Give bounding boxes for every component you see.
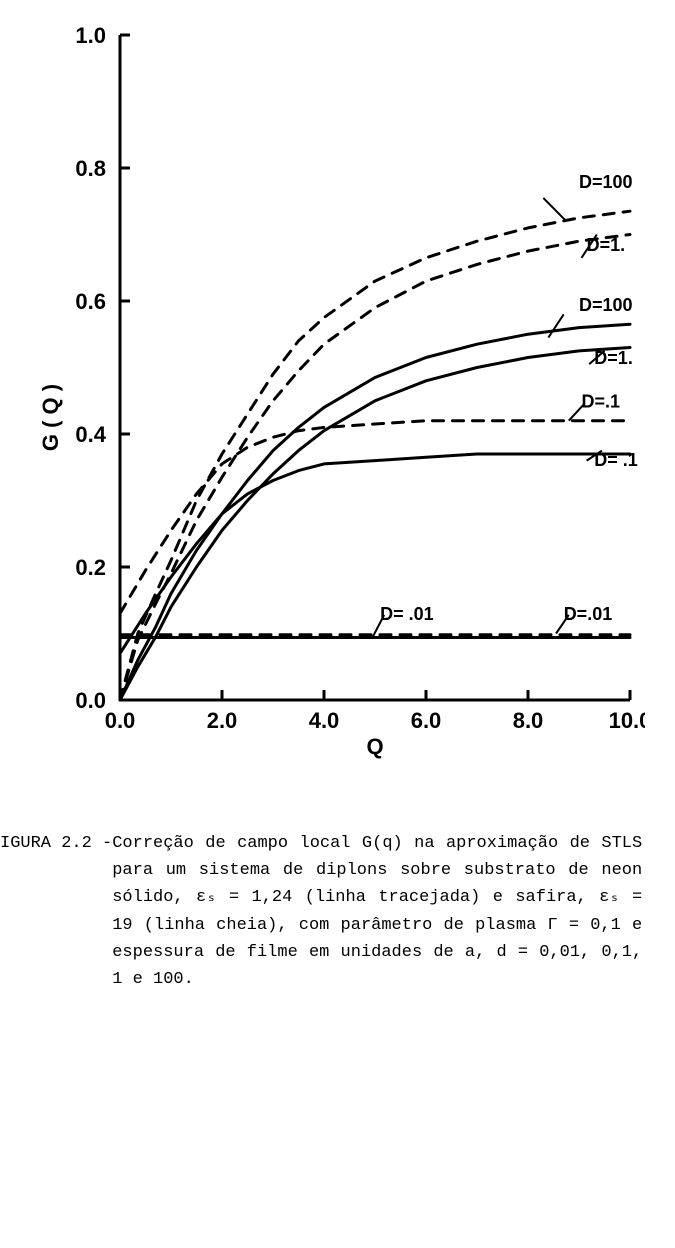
y-tick-label: 0.4 — [75, 422, 106, 447]
y-tick-label: 0.6 — [75, 289, 106, 314]
chart-svg: 0.0 2.0 4.0 6.0 8.0 10.0 Q 0.0 0.2 0.4 0.6 0.8 1.0 G … — [30, 20, 645, 760]
x-tick-label: 4.0 — [309, 708, 340, 733]
x-tick-label: 2.0 — [207, 708, 238, 733]
series-solid_D01 — [120, 454, 630, 654]
x-tick-label: 6.0 — [411, 708, 442, 733]
series-solid_D100 — [120, 324, 630, 700]
series-dashed_D100 — [120, 211, 630, 700]
x-axis-label: Q — [366, 734, 383, 759]
series-label-solid_D001: D= .01 — [380, 604, 434, 624]
caption-body: Correção de campo local G(q) na aproxima… — [112, 830, 642, 993]
leader-line — [548, 314, 563, 337]
chart-container: 0.0 2.0 4.0 6.0 8.0 10.0 Q 0.0 0.2 0.4 0.6 0.8 1.0 G … — [30, 20, 645, 760]
y-tick-label: 1.0 — [75, 23, 106, 48]
series-dashed_D01 — [120, 421, 630, 614]
figure-caption: IGURA 2.2 - Correção de campo local G(q)… — [0, 830, 660, 993]
y-tick-label: 0.0 — [75, 688, 106, 713]
x-tick-label: 8.0 — [513, 708, 544, 733]
series-label-solid_D01: D= .1 — [594, 450, 638, 470]
leader-line — [569, 404, 584, 421]
caption-lead: IGURA 2.2 - — [0, 830, 112, 857]
series-label-dashed_D001: D=.01 — [564, 604, 613, 624]
series-dashed_D1 — [120, 235, 630, 701]
y-axis-label: G ( Q ) — [38, 384, 63, 451]
series-label-dashed_D01: D=.1 — [582, 391, 621, 411]
leader-line — [543, 198, 566, 221]
series-label-solid_D1: D=1. — [594, 348, 633, 368]
y-tick-label: 0.8 — [75, 156, 106, 181]
y-tick-label: 0.2 — [75, 555, 106, 580]
series-label-dashed_D1: D=1. — [587, 235, 626, 255]
x-tick-label: 10.0 — [609, 708, 645, 733]
series-label-solid_D100: D=100 — [579, 295, 633, 315]
x-tick-label: 0.0 — [105, 708, 136, 733]
series-solid_D1 — [120, 348, 630, 701]
series-label-dashed_D100: D=100 — [579, 172, 633, 192]
